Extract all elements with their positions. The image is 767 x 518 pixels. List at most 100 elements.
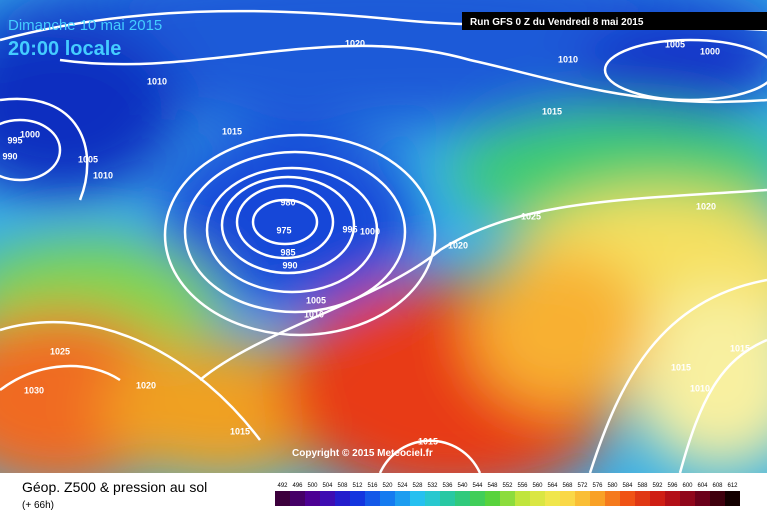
- isobar-label: 1015: [230, 426, 250, 436]
- scale-swatch: [650, 491, 665, 506]
- scale-swatch: [335, 491, 350, 506]
- isobar-label: 1010: [690, 383, 710, 393]
- field: [0, 0, 767, 473]
- scale-label: 604: [697, 483, 708, 489]
- scale-label: 496: [292, 483, 303, 489]
- scale-swatch: [455, 491, 470, 506]
- isobar-label: 980: [280, 197, 295, 207]
- scale-swatch: [380, 491, 395, 506]
- scale-swatch: [695, 491, 710, 506]
- scale-swatch: [575, 491, 590, 506]
- isobar-labels: 1020 100510001010101010159951000990101510…: [2, 38, 750, 446]
- isobar-label: 1025: [521, 211, 541, 221]
- scale-swatch: [395, 491, 410, 506]
- scale-label: 548: [487, 483, 498, 489]
- isobar-label: 995: [342, 224, 357, 234]
- isobar-label: 1010: [147, 76, 167, 86]
- scale-swatch: [290, 491, 305, 506]
- isobars: [0, 9, 767, 473]
- scale-label: 532: [427, 483, 438, 489]
- scale-label: 560: [532, 483, 543, 489]
- scale-label: 516: [367, 483, 378, 489]
- isobar-label: 1000: [360, 226, 380, 236]
- isobar-label: 1010: [93, 170, 113, 180]
- isobar-label: 1025: [50, 346, 70, 356]
- scale-swatch: [560, 491, 575, 506]
- isobar-label: 1005: [306, 295, 326, 305]
- scale-swatch: [365, 491, 380, 506]
- scale-label: 596: [667, 483, 678, 489]
- scale-label: 536: [442, 483, 453, 489]
- scale-swatch: [725, 491, 740, 506]
- footer-lead: (+ 66h): [22, 500, 54, 511]
- isobar-label: 995: [7, 135, 22, 145]
- scale-label: 572: [577, 483, 588, 489]
- isobar-label: 1010: [304, 309, 324, 319]
- footer-title: Géop. Z500 & pression au sol: [22, 479, 207, 495]
- scale-swatch: [545, 491, 560, 506]
- scale-swatch: [500, 491, 515, 506]
- scale-label: 564: [547, 483, 558, 489]
- scale-swatch: [515, 491, 530, 506]
- scale-label: 612: [727, 483, 738, 489]
- isobar-label: 1005: [665, 39, 685, 49]
- run-box: [462, 12, 767, 30]
- isobar-label: 1020: [345, 38, 365, 48]
- isobar-label: 1020: [136, 380, 156, 390]
- isobar-label: 1015: [542, 106, 562, 116]
- color-scale: 492 496 500 504 508 512 516 520 524 528 532 536 540 5…: [275, 483, 740, 506]
- isobar-label: 1000: [20, 129, 40, 139]
- scale-swatch: [305, 491, 320, 506]
- scale-swatch: [710, 491, 725, 506]
- isobar-label: 1015: [418, 436, 438, 446]
- scale-label: 512: [352, 483, 363, 489]
- isobar-label: 1000: [700, 46, 720, 56]
- scale-label: 556: [517, 483, 528, 489]
- scale-swatch: [620, 491, 635, 506]
- scale-label: 504: [322, 483, 333, 489]
- isobar-label: 1015: [730, 343, 750, 353]
- scale-swatch: [320, 491, 335, 506]
- isobar-label: 975: [276, 225, 291, 235]
- scale-label: 576: [592, 483, 603, 489]
- scale-label: 540: [457, 483, 468, 489]
- scale-swatch: [350, 491, 365, 506]
- scale-label: 580: [607, 483, 618, 489]
- scale-label: 584: [622, 483, 633, 489]
- isobar-label: 1005: [78, 154, 98, 164]
- scale-label: 520: [382, 483, 393, 489]
- isobar-label: 990: [282, 260, 297, 270]
- date: Dimanche 10 mai 2015: [8, 17, 162, 34]
- scale-label: 600: [682, 483, 693, 489]
- scale-swatch: [485, 491, 500, 506]
- scale-swatch: [530, 491, 545, 506]
- run-info: Run GFS 0 Z du Vendredi 8 mai 2015: [470, 17, 644, 28]
- time: 20:00 locale: [8, 38, 121, 60]
- copyright: Copyright © 2015 Meteociel.fr: [292, 448, 433, 459]
- scale-swatch: [590, 491, 605, 506]
- isobar-label: 1015: [671, 362, 691, 372]
- scale-swatch: [605, 491, 620, 506]
- isobar-label: 985: [280, 247, 295, 257]
- scale-label: 500: [307, 483, 318, 489]
- scale-label: 608: [712, 483, 723, 489]
- isobar-label: 1020: [448, 240, 468, 250]
- scale-label: 528: [412, 483, 423, 489]
- scale-swatch: [440, 491, 455, 506]
- isobar-label: 990: [2, 151, 17, 161]
- scale-label: 508: [337, 483, 348, 489]
- scale-swatch: [275, 491, 290, 506]
- isobar-label: 1015: [222, 126, 242, 136]
- scale-label: 568: [562, 483, 573, 489]
- scale-swatch: [410, 491, 425, 506]
- isobar-label: 1010: [558, 54, 578, 64]
- isobar-label: 1020: [696, 201, 716, 211]
- scale-label: 492: [277, 483, 288, 489]
- scale-label: 524: [397, 483, 408, 489]
- scale-label: 592: [652, 483, 663, 489]
- scale-swatch: [470, 491, 485, 506]
- scale-label: 552: [502, 483, 513, 489]
- scale-swatch: [635, 491, 650, 506]
- scale-label: 544: [472, 483, 483, 489]
